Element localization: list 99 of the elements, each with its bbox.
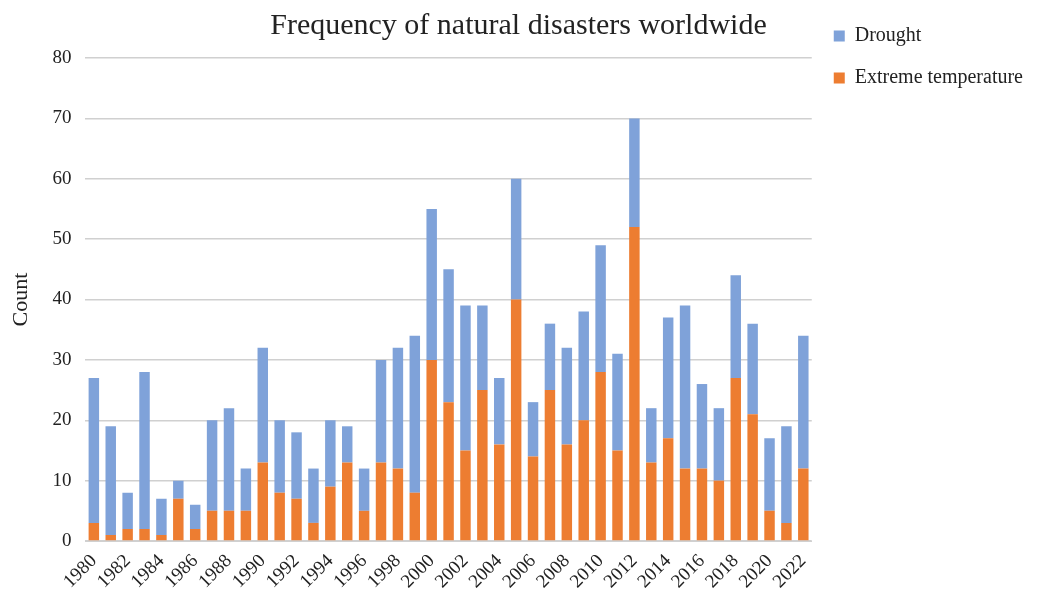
bar [257,347,268,463]
bar [510,299,522,541]
bar [409,492,421,541]
bar [358,468,370,511]
bar [781,522,792,541]
bar [426,359,437,541]
bar [189,528,201,541]
bar [139,371,150,529]
bar [544,390,556,541]
bar [358,510,370,541]
bar [105,426,116,535]
bar [122,528,133,541]
bar [696,468,708,541]
bar [477,390,488,541]
bar [375,359,387,463]
bar [646,462,657,541]
bar [460,450,471,541]
y-tick-label: 70 [52,106,72,128]
bar [646,408,657,463]
bar [206,420,218,511]
bar [173,480,184,499]
bar [629,227,640,541]
bar [477,305,488,391]
bar [291,498,302,541]
chart-title: Frequency of natural disasters worldwide [270,6,767,40]
y-tick-label: 0 [61,528,72,550]
bar [696,384,708,469]
bar [341,462,353,541]
bar [206,510,218,541]
bar [257,462,268,541]
y-tick-label: 30 [52,347,72,369]
bar [662,317,674,439]
bar [527,402,539,457]
bar [274,492,285,541]
bar [747,323,758,415]
bar [527,456,539,541]
y-tick-label: 80 [52,45,72,67]
bar [612,450,623,541]
legend-label: Extreme temperature [854,65,1024,89]
bar [223,408,235,511]
bar [173,498,184,541]
bar [392,347,404,469]
bar [578,420,589,541]
bar [561,347,573,445]
bar [798,468,809,541]
bar [561,444,573,541]
bar [578,311,589,421]
bar [730,377,741,541]
bar [156,534,167,541]
y-tick-label: 40 [52,287,72,309]
y-tick-label: 10 [52,468,72,490]
bar [156,498,167,535]
bar [764,438,775,511]
bar [595,245,606,372]
bar [595,371,606,541]
bar [139,528,150,541]
bar [460,305,471,451]
bar [764,510,775,541]
bar [629,118,640,228]
y-tick-label: 50 [52,227,72,249]
bar [443,269,454,403]
bar [494,444,505,541]
bar [105,534,116,541]
bar [798,335,809,469]
bar [308,522,319,541]
bar [325,420,336,487]
bar [341,426,353,463]
bar [544,323,556,391]
bar [291,432,302,499]
bar [494,377,505,445]
bar [88,377,100,523]
bar [747,414,758,541]
bar [426,208,437,360]
bar [308,468,319,523]
bar [122,492,133,529]
y-axis-title: Count [6,272,32,327]
bar [781,426,792,523]
bar [409,335,421,493]
bar [510,178,522,300]
bar [662,438,674,541]
bar [223,510,235,541]
bar [679,305,691,469]
bar [325,486,336,541]
bar [240,510,252,541]
bar [443,402,454,541]
bar [679,468,691,541]
legend-label: Drought [854,23,922,47]
bar [612,353,623,451]
y-tick-label: 20 [52,408,72,430]
bar [189,504,201,529]
bar [274,420,285,493]
bar [392,468,404,541]
bar [240,468,252,511]
bar [88,522,100,541]
bar [375,462,387,541]
bar [713,408,725,481]
y-tick-label: 60 [52,166,72,188]
bar [713,480,725,541]
bar [730,275,741,378]
